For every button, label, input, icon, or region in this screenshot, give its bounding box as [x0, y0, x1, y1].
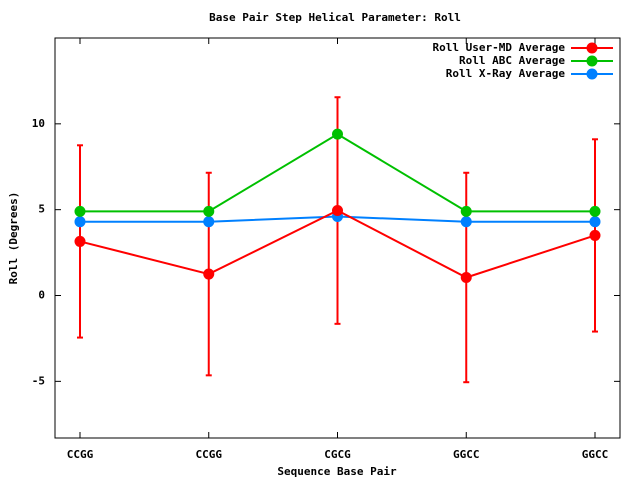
- point: [74, 235, 86, 247]
- point: [203, 216, 215, 228]
- x-axis-label: Sequence Base Pair: [277, 465, 397, 478]
- legend-label: Roll User-MD Average: [433, 41, 566, 54]
- x-tick-label: GGCC: [582, 448, 609, 461]
- x-tick-label: CGCG: [324, 448, 351, 461]
- chart-title: Base Pair Step Helical Parameter: Roll: [209, 11, 461, 24]
- legend-marker: [586, 55, 598, 67]
- legend-label: Roll ABC Average: [459, 54, 565, 67]
- x-tick-label: CCGG: [67, 448, 94, 461]
- point: [460, 205, 472, 217]
- legend-label: Roll X-Ray Average: [446, 67, 566, 80]
- point: [203, 205, 215, 217]
- point: [332, 205, 343, 217]
- point: [203, 268, 215, 280]
- point: [74, 216, 86, 228]
- y-axis-label: Roll (Degrees): [7, 192, 20, 285]
- y-tick-label: 0: [38, 289, 45, 302]
- point: [460, 271, 472, 283]
- legend-marker: [586, 68, 598, 80]
- x-tick-label: GGCC: [453, 448, 480, 461]
- point: [332, 128, 343, 140]
- point: [589, 216, 601, 228]
- legend-marker: [586, 42, 598, 54]
- point: [460, 216, 472, 228]
- y-tick-label: -5: [32, 374, 45, 387]
- x-tick-label: CCGG: [196, 448, 223, 461]
- y-tick-label: 10: [32, 117, 45, 130]
- point: [589, 229, 601, 241]
- point: [589, 205, 601, 217]
- y-tick-label: 5: [38, 203, 45, 216]
- point: [74, 205, 86, 217]
